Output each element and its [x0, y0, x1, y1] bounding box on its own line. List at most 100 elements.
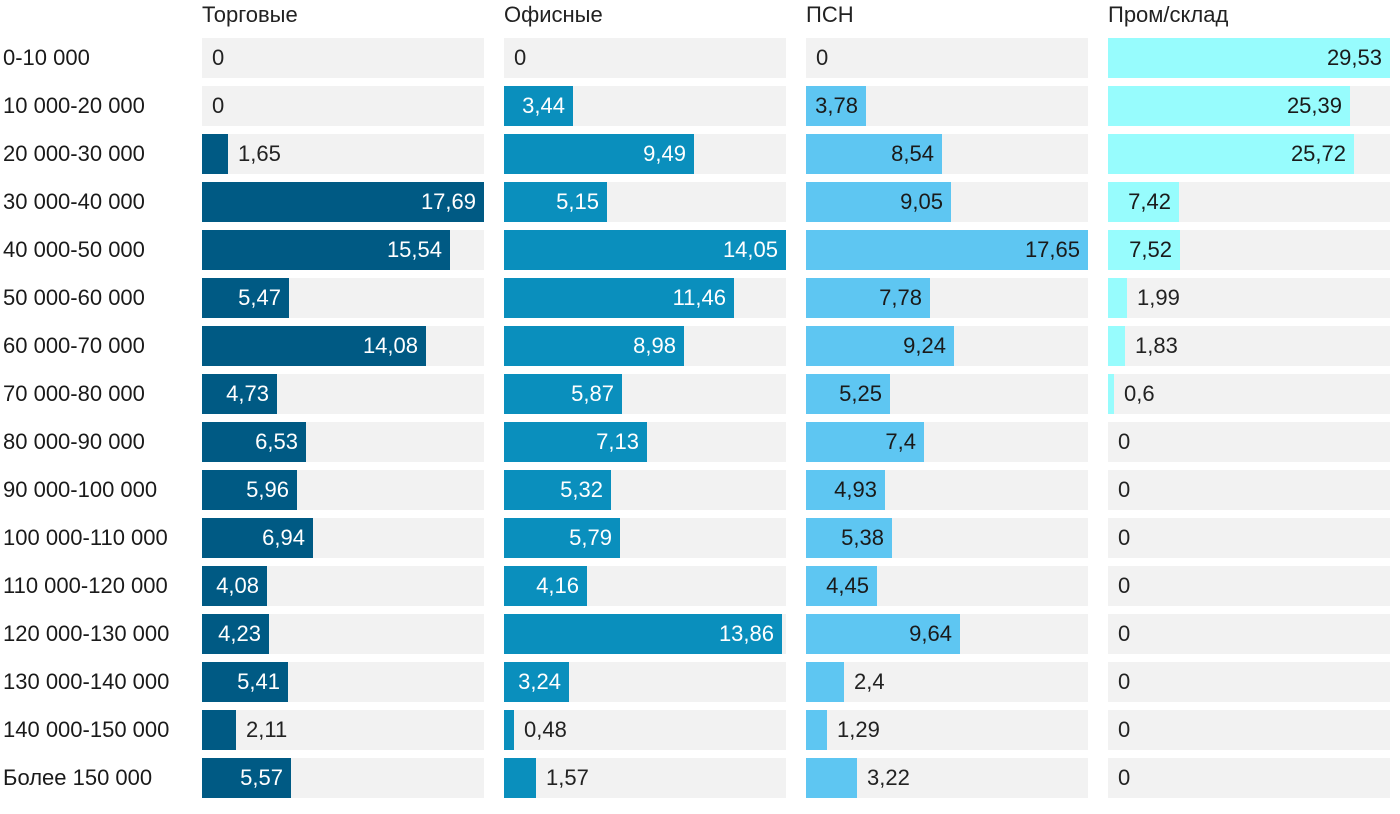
bar-track [1108, 614, 1390, 654]
bar [806, 518, 892, 558]
data-label: 0 [1118, 477, 1131, 502]
data-label: 0 [1118, 573, 1131, 598]
row-label: 80 000-90 000 [3, 429, 145, 454]
bar-track [1108, 566, 1390, 606]
bar [806, 134, 942, 174]
bar [504, 710, 514, 750]
bar-track [806, 662, 1088, 702]
row-label: 100 000-110 000 [3, 525, 168, 550]
bar [202, 518, 313, 558]
data-label: 11,46 [672, 285, 726, 310]
data-label: 15,54 [386, 237, 442, 262]
data-label: 5,41 [237, 669, 280, 694]
data-label: 4,08 [216, 573, 259, 598]
data-label: 3,44 [522, 93, 565, 118]
bar [806, 230, 1088, 270]
bar [202, 566, 267, 606]
bar [504, 326, 684, 366]
data-label: 7,42 [1128, 189, 1171, 214]
bar-track [1108, 518, 1390, 558]
data-label: 0 [212, 93, 225, 118]
data-label: 3,22 [867, 765, 910, 790]
data-label: 14,08 [362, 333, 418, 358]
bar [202, 374, 277, 414]
bar [806, 374, 890, 414]
bar [504, 518, 620, 558]
data-label: 0 [1118, 717, 1131, 742]
data-label: 29,53 [1326, 45, 1382, 70]
bar [806, 710, 827, 750]
data-label: 7,4 [885, 429, 916, 454]
data-label: 9,05 [900, 189, 943, 214]
data-label: 5,87 [571, 381, 614, 406]
data-label: 1,83 [1135, 333, 1178, 358]
bar [504, 182, 607, 222]
bar-track [1108, 326, 1390, 366]
bar [504, 422, 647, 462]
data-label: 17,69 [420, 189, 476, 214]
bar [504, 566, 587, 606]
bar [202, 662, 288, 702]
data-label: 0 [1118, 765, 1131, 790]
data-label: 7,78 [879, 285, 922, 310]
column-header: Пром/склад [1108, 2, 1229, 27]
data-label: 4,16 [536, 573, 579, 598]
data-label: 25,39 [1286, 93, 1342, 118]
bar-track [1108, 422, 1390, 462]
bar-track [1108, 374, 1390, 414]
bar-track [1108, 278, 1390, 318]
bar [1108, 134, 1354, 174]
column-header: ПСН [806, 2, 854, 27]
data-label: 9,49 [643, 141, 686, 166]
bar [806, 278, 930, 318]
row-label: 140 000-150 000 [3, 717, 170, 742]
data-label: 5,96 [246, 477, 289, 502]
row-label: 50 000-60 000 [3, 285, 145, 310]
data-label: 3,78 [815, 93, 858, 118]
data-label: 0 [212, 45, 225, 70]
bar-track [202, 38, 484, 78]
bar [1108, 374, 1114, 414]
bar [202, 230, 450, 270]
data-label: 4,73 [226, 381, 269, 406]
row-label: 40 000-50 000 [3, 237, 145, 262]
bar [504, 758, 536, 798]
data-label: 14,05 [722, 237, 778, 262]
bar-track [1108, 758, 1390, 798]
bar [1108, 278, 1127, 318]
bar [806, 326, 954, 366]
bar-track [806, 38, 1088, 78]
bar [504, 470, 611, 510]
data-label: 13,86 [718, 621, 774, 646]
data-label: 1,29 [837, 717, 880, 742]
row-label: 30 000-40 000 [3, 189, 145, 214]
data-label: 6,94 [262, 525, 305, 550]
data-label: 5,57 [240, 765, 283, 790]
bar [202, 470, 297, 510]
data-label: 25,72 [1290, 141, 1346, 166]
bar [202, 614, 269, 654]
data-label: 4,23 [218, 621, 261, 646]
data-label: 5,47 [238, 285, 281, 310]
data-label: 0,48 [524, 717, 567, 742]
bar-track [504, 758, 786, 798]
bar [1108, 182, 1179, 222]
row-label: 130 000-140 000 [3, 669, 170, 694]
bar [504, 278, 734, 318]
bar [1108, 38, 1390, 78]
bar [806, 470, 885, 510]
data-label: 2,4 [854, 669, 885, 694]
column-header: Офисные [504, 2, 603, 27]
data-label: 8,54 [891, 141, 934, 166]
bar [806, 758, 857, 798]
bar-track [1108, 662, 1390, 702]
bar [806, 662, 844, 702]
row-label: 90 000-100 000 [3, 477, 158, 502]
bar [504, 86, 573, 126]
data-label: 9,24 [903, 333, 946, 358]
row-label: 0-10 000 [3, 45, 90, 70]
bar [1108, 230, 1180, 270]
bar [202, 710, 236, 750]
bar-track [1108, 710, 1390, 750]
